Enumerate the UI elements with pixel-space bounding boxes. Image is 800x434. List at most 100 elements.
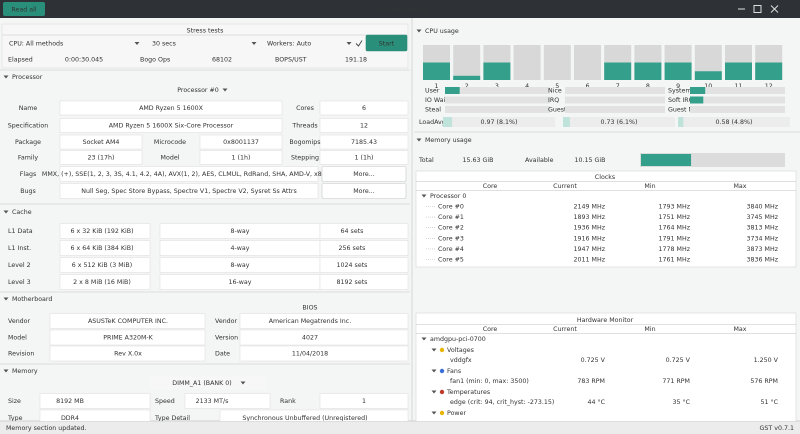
cell-value: 1.250 V (754, 357, 779, 364)
cell-value: 35 °C (672, 398, 690, 406)
core-label: 11 (734, 83, 742, 90)
tree-item: Core #1 (438, 214, 464, 221)
expander-arrow[interactable] (431, 411, 437, 415)
core-label: 8 (646, 83, 650, 90)
core-label: 6 (585, 83, 589, 90)
value: 11/04/2018 (292, 351, 328, 358)
loadavg-bg (678, 117, 790, 127)
cell-value: 51 °C (760, 398, 778, 406)
cell (59, 223, 151, 239)
read-all-button[interactable] (3, 2, 45, 16)
core-label: 4 (525, 83, 529, 90)
value: 7185.43 (351, 139, 377, 146)
value: 6 x 32 KiB (192 KiB) (70, 228, 133, 235)
expander-arrow[interactable] (416, 29, 422, 33)
usage-bar-bg (565, 87, 665, 94)
core-label: 3 (495, 83, 499, 90)
cell (319, 134, 409, 150)
expander-arrow[interactable] (346, 42, 352, 45)
expander-arrow[interactable] (134, 42, 140, 45)
expander-arrow[interactable] (421, 337, 427, 341)
tree-item: Core #2 (438, 225, 464, 232)
value: 1 (362, 398, 366, 405)
usage-label: Soft IRQ (668, 97, 694, 104)
value: 6 (362, 105, 366, 112)
usage-bar-bg (690, 87, 785, 94)
usage-bar-bg (565, 106, 665, 113)
value: PRIME A320M-K (103, 335, 153, 342)
value: 16-way (228, 279, 251, 286)
expander-arrow[interactable] (421, 194, 427, 198)
label: Bugs (20, 188, 36, 195)
processor-selector: Processor #0 (177, 87, 219, 94)
maximize-icon[interactable] (753, 5, 762, 13)
value: 2 x 8 MiB (16 MiB) (73, 279, 131, 286)
label: Stepping (291, 155, 319, 162)
window-title: GtkStressTesting (374, 7, 426, 14)
more-button[interactable] (321, 183, 407, 199)
expander-arrow[interactable] (416, 138, 422, 142)
expander-arrow[interactable] (3, 297, 9, 301)
usage-label: Guest (548, 107, 567, 114)
core-usage-bg (453, 45, 481, 80)
cell (319, 100, 409, 116)
cell-value: 3745 MHz (747, 214, 779, 221)
cell-value: 1916 MHz (574, 235, 606, 242)
check-icon[interactable] (355, 40, 363, 47)
value: American Megatrends Inc. (269, 318, 352, 325)
cell-value: 783 RPM (577, 378, 605, 385)
expander-arrow[interactable] (240, 381, 246, 385)
expander-arrow[interactable] (222, 88, 228, 92)
expander-arrow[interactable] (431, 390, 437, 394)
label: Version (215, 335, 238, 342)
value: 10.15 GiB (575, 157, 606, 164)
memory-bar (641, 154, 692, 166)
dropdown[interactable] (4, 36, 144, 51)
cell (59, 100, 283, 116)
cell (319, 118, 409, 133)
label: Total (418, 157, 434, 164)
expander-arrow[interactable] (3, 369, 9, 373)
start-button[interactable] (365, 34, 408, 52)
usage-bar-bg (690, 96, 785, 104)
expander-arrow[interactable] (3, 75, 9, 79)
usage-bar-bg (445, 96, 550, 104)
dropdown[interactable] (262, 36, 356, 51)
left-pane: Stress tests CPU: All methods 30 secs Worke… (0, 23, 410, 422)
value: 256 sets (339, 245, 366, 252)
core-label: 10 (704, 83, 712, 90)
cell (239, 345, 409, 362)
core-usage-bar (725, 62, 752, 80)
more-button[interactable] (321, 166, 407, 182)
cell (319, 393, 409, 409)
cell-value: 3840 MHz (747, 204, 779, 211)
close-icon[interactable] (770, 5, 779, 13)
dimm-selector[interactable] (149, 376, 266, 390)
label: Threads (291, 123, 317, 130)
cell-value: 3836 MHz (747, 257, 779, 264)
section-title: CPU usage (425, 28, 459, 35)
cell-value: 771 RPM (662, 378, 690, 385)
expander-arrow[interactable] (431, 369, 437, 373)
section-title: Processor (12, 74, 43, 81)
cell-value: 2011 MHz (574, 257, 606, 264)
expander-arrow[interactable] (251, 42, 257, 45)
cell-value: 1751 MHz (659, 214, 691, 221)
tree-item: Core #0 (438, 204, 464, 211)
cell (49, 345, 206, 362)
stat-value: 0:00:30.045 (65, 57, 103, 64)
value: 1 (1h) (355, 155, 374, 162)
dropdown-label: Workers: Auto (267, 41, 311, 48)
value: DDR4 (61, 415, 79, 422)
expander-arrow[interactable] (431, 348, 437, 352)
value: 8192 sets (337, 279, 368, 286)
label: Specification (8, 123, 48, 130)
start-label: Start (379, 41, 395, 48)
dropdown[interactable] (147, 36, 261, 51)
expander-arrow[interactable] (3, 210, 9, 214)
cell-value: 1764 MHz (659, 225, 691, 232)
cell-value: 0.725 V (581, 357, 606, 364)
